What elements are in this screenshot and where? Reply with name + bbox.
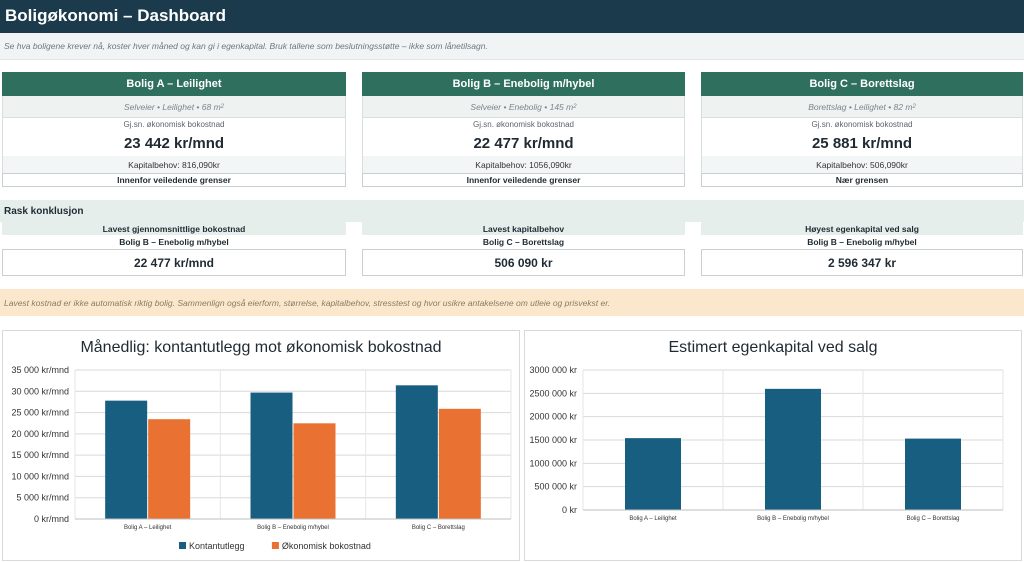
conclusion-value: 506 090 kr [362, 249, 685, 276]
property-card-b: Bolig B – Enebolig m/hybel Selveier • En… [362, 72, 685, 187]
legend-label: Økonomisk bokostnad [282, 541, 371, 551]
bar [105, 400, 148, 519]
x-tick-label: Bolig A – Leilighet [629, 516, 677, 522]
y-tick-label: 30 000 kr/mnd [11, 386, 69, 396]
conclusion-name: Bolig B – Enebolig m/hybel [119, 237, 229, 247]
y-tick-label: 1000 000 kr [529, 458, 577, 468]
card-title: Bolig C – Borettslag [701, 72, 1023, 96]
y-tick-label: 10 000 kr/mnd [11, 471, 69, 481]
card-meta-text: Selveier • Leilighet • 68 m [123, 101, 221, 112]
conclusion-title: Høyest egenkapital ved salg [701, 222, 1023, 235]
card-cost-value: 25 881 kr/mnd [701, 131, 1023, 156]
conclusion-heading-bar: Rask konklusjon [0, 200, 1024, 222]
card-meta-text: Selveier • Enebolig • 145 m [470, 101, 574, 112]
conclusion-item-equity: Høyest egenkapital ved salg Bolig B – En… [701, 222, 1023, 276]
y-tick-label: 5 000 kr/mnd [16, 493, 69, 503]
y-tick-label: 3000 000 kr [529, 365, 577, 375]
conclusion-name: Bolig C – Borettslag [482, 237, 565, 247]
card-capital: Kapitalbehov: 816,090kr [2, 156, 346, 173]
y-tick-label: 0 kr [562, 505, 577, 515]
property-card-a: Bolig A – Leilighet Selveier • Leilighet… [2, 72, 346, 187]
y-tick-label: 500 000 kr [534, 482, 577, 492]
y-tick-label: 2000 000 kr [529, 412, 577, 422]
bar [765, 388, 821, 510]
legend-swatch [179, 542, 186, 549]
bar [250, 392, 293, 519]
card-cost-label: Gj.sn. økonomisk bokostnad [701, 117, 1023, 131]
bar [625, 438, 681, 510]
monthly-chart-svg: 0 kr/mnd 5 000 kr/mnd 10 000 kr/mnd 15 000 … [11, 365, 512, 551]
y-tick-label: 15 000 kr/mnd [11, 450, 69, 460]
y-tick-label: 20 000 kr/mnd [11, 429, 69, 439]
equity-chart-svg: 0 kr 500 000 kr 1000 000 kr 1500 000 kr 2000… [529, 365, 1004, 522]
subtitle-bar: Se hva boligene krever nå, koster hver m… [0, 33, 1024, 60]
card-title: Bolig A – Leilighet [2, 72, 346, 96]
y-tick-label: 35 000 kr/mnd [11, 365, 69, 375]
card-status: Innenfor veiledende grenser [362, 173, 685, 187]
conclusion-name: Bolig B – Enebolig m/hybel [807, 237, 917, 247]
legend-label: Kontantutlegg [189, 541, 245, 551]
card-status: Innenfor veiledende grenser [2, 173, 346, 187]
card-meta-sup: 2 [573, 103, 577, 110]
equity-chart-panel[interactable]: Estimert egenkapital ved salg 0 kr 500 00… [524, 330, 1022, 561]
conclusion-heading: Rask konklusjon [4, 206, 84, 217]
bar [293, 423, 336, 519]
chart-title: Månedlig: kontantutlegg mot økonomisk bo… [80, 339, 442, 356]
card-meta-text: Borettslag • Leilighet • 82 m [808, 101, 913, 112]
x-tick-label: Bolig B – Enebolig m/hybel [757, 516, 829, 522]
card-capital: Kapitalbehov: 506,090kr [701, 156, 1023, 173]
x-tick-label: Bolig C – Borettslag [906, 516, 959, 522]
warning-note-text: Lavest kostnad er ikke automatisk riktig… [4, 298, 611, 308]
conclusion-title: Lavest gjennomsnittlige bokostnad [2, 222, 346, 235]
bar [438, 408, 481, 519]
x-tick-label: Bolig A – Leilighet [124, 525, 172, 531]
page-subtitle: Se hva boligene krever nå, koster hver m… [4, 41, 488, 51]
bar [395, 385, 438, 519]
y-tick-label: 0 kr/mnd [34, 514, 69, 524]
bar [905, 438, 961, 510]
conclusion-value: 22 477 kr/mnd [2, 249, 346, 276]
card-cost-label: Gj.sn. økonomisk bokostnad [2, 117, 346, 131]
x-tick-label: Bolig B – Enebolig m/hybel [257, 525, 329, 531]
y-tick-label: 1500 000 kr [529, 435, 577, 445]
card-title: Bolig B – Enebolig m/hybel [362, 72, 685, 96]
y-tick-label: 2500 000 kr [529, 388, 577, 398]
card-cost-label: Gj.sn. økonomisk bokostnad [362, 117, 685, 131]
conclusion-item-capital: Lavest kapitalbehov Bolig C – Borettslag… [362, 222, 685, 276]
property-card-c: Bolig C – Borettslag Borettslag • Leilig… [701, 72, 1023, 187]
page-title: Boligøkonomi – Dashboard [5, 6, 227, 25]
chart-title: Estimert egenkapital ved salg [668, 339, 878, 356]
conclusion-value: 2 596 347 kr [701, 249, 1023, 276]
conclusion-item-cost: Lavest gjennomsnittlige bokostnad Bolig … [2, 222, 346, 276]
monthly-chart-panel[interactable]: Månedlig: kontantutlegg mot økonomisk bo… [2, 330, 520, 561]
x-tick-label: Bolig C – Borettslag [412, 525, 465, 531]
warning-note: Lavest kostnad er ikke automatisk riktig… [0, 289, 1024, 316]
y-tick-label: 25 000 kr/mnd [11, 408, 69, 418]
title-bar: Boligøkonomi – Dashboard [0, 0, 1024, 33]
legend-swatch [271, 542, 279, 549]
card-status: Nær grensen [701, 173, 1023, 187]
card-meta-sup: 2 [912, 103, 916, 110]
conclusion-title: Lavest kapitalbehov [362, 222, 685, 235]
card-cost-value: 22 477 kr/mnd [362, 131, 685, 156]
bar [148, 419, 191, 519]
card-cost-value: 23 442 kr/mnd [2, 131, 346, 156]
card-capital: Kapitalbehov: 1056,090kr [362, 156, 685, 173]
card-meta-sup: 2 [220, 103, 224, 110]
